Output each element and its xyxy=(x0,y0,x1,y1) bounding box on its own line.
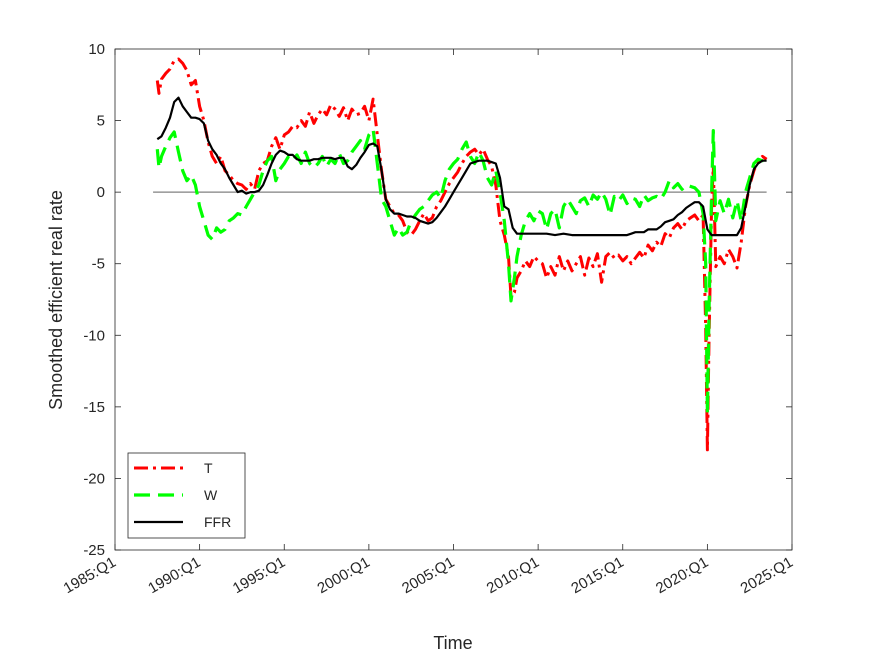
legend-label-t: T xyxy=(204,460,213,476)
y-axis-label: Smoothed efficient real rate xyxy=(46,190,66,410)
y-tick-label: -10 xyxy=(83,327,105,344)
x-tick-label: 1990:Q1 xyxy=(145,554,203,597)
series-line-ffr xyxy=(156,96,767,237)
x-tick-label: 2010:Q1 xyxy=(484,554,542,597)
x-tick-label: 2005:Q1 xyxy=(399,554,457,597)
y-tick-label: -25 xyxy=(83,542,105,559)
x-tick-label: 1995:Q1 xyxy=(230,554,288,597)
x-tick-label: 2020:Q1 xyxy=(653,554,711,597)
legend-label-ffr: FFR xyxy=(204,514,231,530)
x-axis-label: Time xyxy=(433,633,472,653)
y-tick-label: -20 xyxy=(83,470,105,487)
legend: TW FFR xyxy=(127,452,246,539)
series-line-w xyxy=(155,127,767,416)
y-tick-label: 5 xyxy=(97,113,105,130)
y-tick-label: -15 xyxy=(83,399,105,416)
series-line-t xyxy=(155,57,768,452)
x-tick-label: 2015:Q1 xyxy=(568,554,626,597)
y-tick-label: 0 xyxy=(97,184,105,201)
x-tick-label: 1985:Q1 xyxy=(61,554,119,597)
x-tick-label: 2000:Q1 xyxy=(315,554,373,597)
y-tick-label: 10 xyxy=(88,41,105,58)
legend-label-w: W xyxy=(204,487,218,503)
y-tick-label: -5 xyxy=(92,256,105,273)
x-tick-label: 2025:Q1 xyxy=(738,554,796,597)
